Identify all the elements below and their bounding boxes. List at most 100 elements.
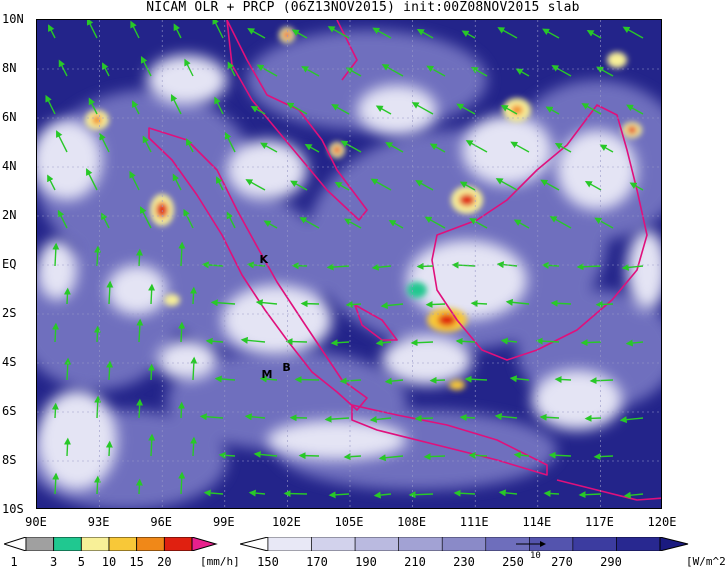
latitude-label: 6S (2, 404, 17, 418)
wind-vector (500, 337, 518, 345)
wind-vector (464, 375, 488, 383)
olr-colorbar-label: 270 (551, 555, 573, 569)
precip-cell (503, 98, 531, 122)
wind-vector (426, 65, 446, 77)
wind-vector (48, 24, 56, 39)
longitude-label: 96E (150, 515, 173, 529)
wind-vector (623, 491, 644, 499)
wind-vector (298, 452, 320, 460)
vector-reference-label: 10 (530, 551, 541, 561)
wind-vector (581, 103, 602, 115)
malay-peninsula-coastline (226, 20, 368, 221)
wind-vector (259, 375, 278, 383)
olr-colorbar-swatch (311, 537, 356, 551)
wind-vector (106, 360, 114, 381)
wind-vector (411, 102, 434, 115)
precip-colorbar-bar (4, 537, 218, 551)
longitude-label: 93E (87, 515, 110, 529)
longitude-label: 105E (334, 515, 364, 529)
wind-vector (178, 241, 186, 267)
wind-vector (290, 180, 308, 191)
wind-vector (253, 450, 278, 458)
wind-vector (184, 58, 194, 77)
precip-colorbar-label: 1 (10, 555, 18, 569)
vector-reference-arrow (516, 541, 546, 547)
precip-colorbar-label: 5 (77, 555, 85, 569)
precip-cell (451, 186, 483, 214)
wind-vector (468, 451, 488, 459)
wind-vector (106, 280, 114, 305)
wind-vector (576, 263, 602, 271)
wind-vector (370, 178, 392, 191)
wind-vector (326, 263, 350, 271)
java-coastline (351, 404, 548, 476)
wind-vector (345, 301, 362, 309)
longitude-label: 111E (459, 515, 489, 529)
wind-vector (99, 132, 110, 153)
precip-cell (164, 294, 180, 306)
wind-vector (205, 337, 224, 345)
sumatra-coastline (148, 127, 368, 411)
latitude-label: 2N (2, 208, 17, 222)
wind-vector (513, 451, 530, 459)
latitude-label: 4N (2, 159, 17, 173)
wind-vector (135, 478, 143, 495)
wind-vector (227, 61, 236, 77)
wind-vector (136, 248, 144, 267)
wind-vector (429, 143, 446, 153)
wind-vector (470, 67, 488, 77)
wind-vector (541, 261, 560, 269)
wind-vector (459, 414, 476, 422)
wind-vector (425, 300, 446, 308)
olr-colorbar-bar (240, 537, 689, 551)
wind-vector (599, 144, 614, 153)
wind-vector (385, 142, 404, 153)
wind-vector (283, 490, 308, 498)
wind-vector (629, 182, 644, 191)
wind-vector (247, 28, 266, 39)
olr-colorbar-high-end (659, 537, 689, 551)
precip-colorbar-swatch (163, 537, 193, 551)
latitude-label: 4S (2, 355, 17, 369)
wind-vector (105, 440, 113, 457)
wind-vector (331, 104, 350, 115)
wind-vector (465, 140, 488, 153)
wind-vector (285, 338, 308, 346)
latitude-label: 6N (2, 110, 17, 124)
wind-vector (327, 26, 350, 39)
wind-vector (510, 141, 530, 153)
wind-vector (140, 55, 152, 77)
wind-vector (515, 68, 530, 77)
wind-vector (554, 376, 572, 383)
wind-vector (328, 491, 350, 499)
precip-cell (449, 380, 465, 390)
wind-vector (373, 491, 392, 499)
wind-vector (256, 64, 278, 77)
precip-colorbar-swatch (25, 537, 55, 551)
wind-vector (183, 208, 194, 229)
olr-colorbar-label: 150 (257, 555, 279, 569)
precip-colorbar-high-end (191, 537, 218, 551)
precip-colorbar-swatch (53, 537, 82, 551)
wind-vector (589, 377, 614, 385)
olr-colorbar-swatch (572, 537, 617, 551)
wind-vector (596, 66, 614, 77)
wind-vector (52, 322, 60, 343)
wind-vector (372, 27, 392, 39)
wind-vector (456, 103, 476, 115)
wind-vector (218, 451, 236, 459)
latitude-label: EQ (2, 257, 17, 271)
wind-vector (148, 433, 156, 457)
precip-colorbar-label: 3 (50, 555, 58, 569)
wind-vector (334, 182, 350, 191)
longitude-label: 108E (397, 515, 427, 529)
wind-vector (423, 453, 446, 461)
wind-vector (130, 20, 140, 39)
wind-vector (190, 356, 198, 381)
wind-vector (343, 453, 362, 461)
precip-colorbar-label: 15 (129, 555, 144, 569)
wind-vector (93, 325, 101, 343)
wind-vector (453, 489, 476, 497)
wind-vector (455, 337, 476, 345)
wind-vector (173, 23, 182, 39)
